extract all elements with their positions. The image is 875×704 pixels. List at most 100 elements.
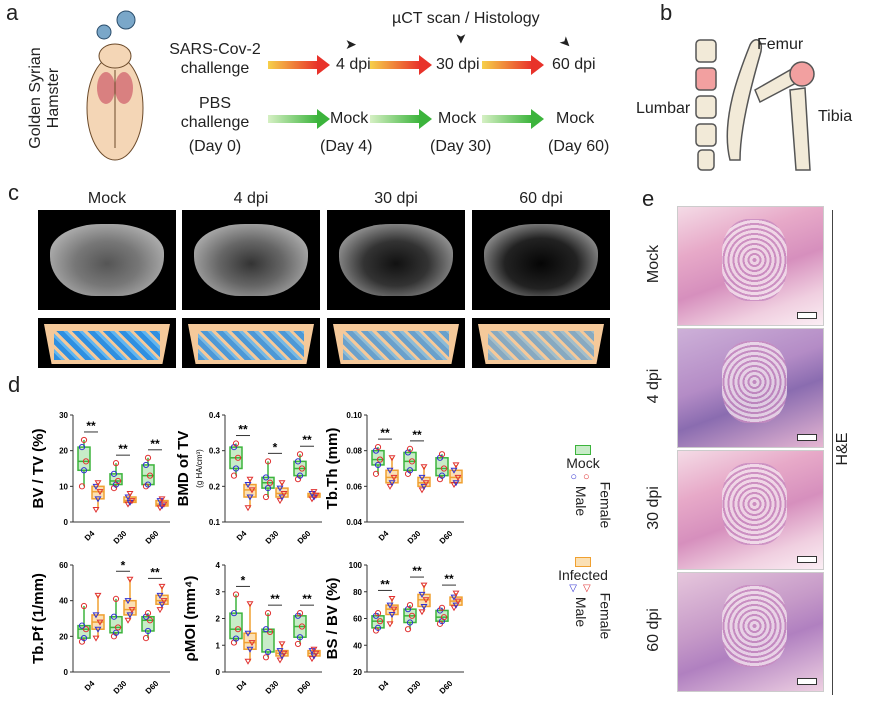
data-point: [262, 626, 270, 633]
stain-label: H&E: [834, 424, 852, 474]
data-point: [420, 582, 428, 589]
data-point: [112, 460, 120, 467]
data-point: [310, 646, 318, 653]
data-point: [454, 598, 462, 605]
significance-label: **: [302, 433, 312, 447]
data-point: [230, 472, 238, 479]
histology-60dpi: [677, 572, 824, 692]
data-point: [144, 610, 152, 617]
data-point: [440, 465, 448, 472]
chart-tb-pf: 0 20 40 60 Tb.Pf (1/mm) D4 D30 * D60 **: [30, 558, 170, 696]
x-tick-label: D30: [264, 679, 281, 696]
legend-male-label: Male: [573, 485, 590, 517]
data-point: [310, 653, 318, 660]
ct-image-mock: [38, 210, 176, 310]
data-point: [232, 440, 240, 447]
data-point: [452, 462, 460, 469]
histology-4dpi: [677, 328, 824, 448]
mock-day60: Mock: [556, 110, 595, 127]
data-point: [386, 621, 394, 628]
y-tick-label: 100: [349, 561, 363, 570]
significance-label: **: [444, 572, 454, 586]
data-point: [92, 507, 100, 514]
panel-label-c: c: [8, 180, 19, 205]
data-point: [374, 624, 382, 631]
data-point: [420, 603, 428, 610]
data-point: [234, 626, 242, 633]
mock-box: [229, 612, 243, 640]
data-point: [374, 444, 382, 451]
data-point: [452, 590, 460, 597]
data-point: [390, 474, 398, 481]
data-point: [264, 648, 272, 656]
infection-arrow: [482, 55, 544, 75]
x-tick-label: D30: [112, 529, 129, 546]
data-point: [406, 619, 414, 626]
data-point: [96, 489, 104, 496]
significance-label: *: [273, 440, 278, 454]
data-point: [92, 483, 100, 490]
chart-bv-tv: 0 10 20 30 BV / TV (%) D4 ** D30 ** D60 **: [30, 411, 170, 546]
y-tick-label: 0: [216, 668, 221, 677]
legend-infected-swatch: [575, 557, 591, 567]
data-point: [92, 635, 100, 642]
infected-group-label: SARS-Cov-2 challenge: [165, 40, 265, 78]
data-point: [80, 635, 88, 642]
data-point: [418, 609, 426, 616]
significance-label: **: [302, 592, 312, 606]
histology-row-60dpi: 60 dpi: [645, 608, 662, 652]
legend-sex-labels: Female Male: [548, 482, 618, 533]
histology-row-4dpi: 4 dpi: [645, 368, 662, 404]
significance-label: **: [380, 577, 390, 591]
control-group-line2: challenge: [180, 114, 250, 131]
data-point: [422, 480, 430, 487]
data-point: [144, 627, 152, 635]
tibia-label: Tibia: [818, 108, 853, 125]
data-point: [276, 498, 284, 505]
data-point: [298, 623, 306, 630]
ct-column-30dpi: 30 dpi: [374, 190, 418, 207]
control-arrow: [268, 109, 330, 129]
data-point: [246, 601, 254, 608]
mock-box: [109, 615, 123, 634]
data-point: [376, 618, 384, 625]
data-point: [128, 498, 136, 505]
y-tick-label: 4: [216, 561, 221, 570]
legend: Mock ○○ Female Male Infected ▽▽ Female M…: [548, 445, 618, 644]
female-triangle-icon: ▽: [583, 583, 597, 594]
histology-row-30dpi: 30 dpi: [645, 486, 662, 530]
data-point: [406, 467, 414, 474]
scan-marker-icon: ➤: [345, 36, 357, 52]
x-tick-label: D60: [144, 529, 161, 546]
control-group-line1: PBS: [198, 95, 231, 112]
data-point: [128, 607, 136, 614]
legend-male-label-2: Male: [573, 596, 590, 628]
x-tick-label: D4: [377, 529, 391, 543]
data-point: [110, 470, 118, 477]
y-axis-label: Tb.Pf (1/mm): [30, 573, 47, 664]
data-point: [408, 458, 416, 465]
y-tick-label: 0.08: [346, 447, 362, 456]
mock-box: [77, 446, 91, 472]
data-point: [276, 648, 284, 655]
data-point: [144, 454, 152, 461]
data-point: [386, 467, 394, 474]
data-point: [418, 591, 426, 598]
data-point: [418, 487, 426, 494]
data-point: [310, 489, 318, 496]
data-point: [312, 492, 320, 499]
scan-marker-icon: ➤: [556, 32, 577, 52]
x-tick-label: D60: [438, 679, 455, 696]
y-tick-label: 3: [216, 588, 221, 597]
data-point: [386, 602, 394, 609]
virus-icon: [116, 10, 136, 30]
data-point: [78, 483, 86, 490]
day60-label: (Day 60): [548, 138, 610, 155]
data-point: [244, 505, 252, 512]
data-point: [78, 444, 86, 451]
animal-label: Golden Syrian Hamster: [27, 47, 62, 149]
data-point: [420, 464, 428, 471]
y-tick-label: 0.10: [346, 411, 362, 420]
legend-sex-labels-2: Female Male: [548, 593, 618, 644]
